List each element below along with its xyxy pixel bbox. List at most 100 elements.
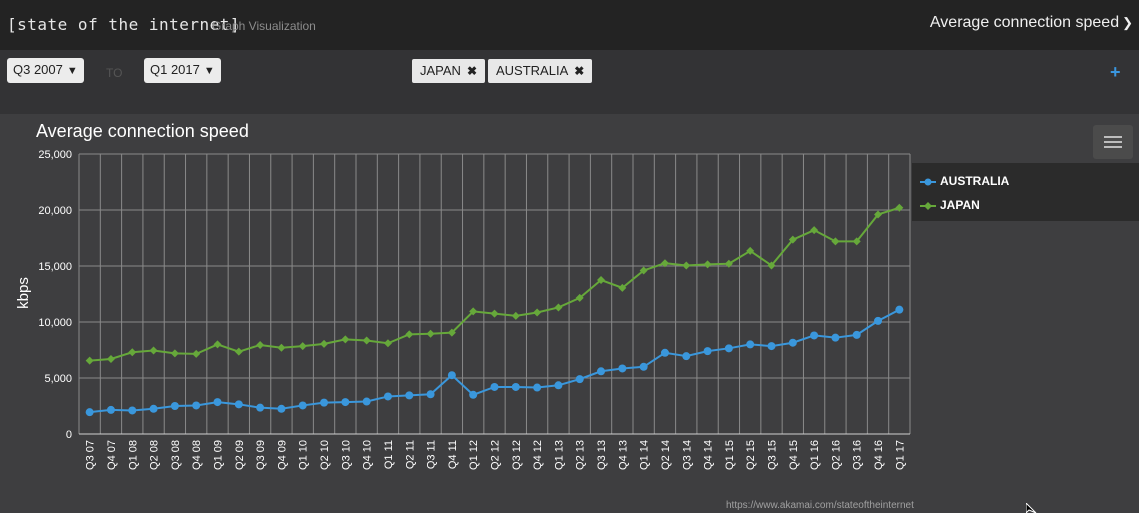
data-point-australia[interactable]: [298, 401, 307, 410]
data-point-japan[interactable]: [277, 343, 286, 352]
data-point-japan[interactable]: [447, 328, 456, 337]
legend-label: JAPAN: [940, 198, 980, 212]
data-point-japan[interactable]: [533, 308, 542, 317]
x-tick-label: Q1 16: [809, 440, 821, 470]
data-point-australia[interactable]: [405, 391, 414, 400]
data-point-australia[interactable]: [213, 398, 222, 407]
data-point-japan[interactable]: [767, 261, 776, 270]
x-tick-label: Q2 11: [404, 440, 416, 469]
data-point-australia[interactable]: [810, 331, 819, 340]
data-point-australia[interactable]: [575, 375, 584, 384]
data-point-australia[interactable]: [703, 347, 712, 356]
data-point-japan[interactable]: [128, 348, 137, 357]
data-point-japan[interactable]: [831, 237, 840, 246]
x-tick-label: Q4 08: [191, 440, 203, 470]
data-point-japan[interactable]: [682, 261, 691, 270]
data-point-japan[interactable]: [320, 339, 329, 348]
data-point-australia[interactable]: [682, 352, 691, 361]
data-point-japan[interactable]: [660, 259, 669, 268]
data-point-japan[interactable]: [362, 336, 371, 345]
data-point-australia[interactable]: [554, 381, 563, 390]
data-point-australia[interactable]: [469, 390, 478, 399]
y-tick-label: 0: [66, 429, 72, 441]
data-point-australia[interactable]: [170, 402, 179, 410]
data-point-australia[interactable]: [895, 305, 904, 314]
data-point-japan[interactable]: [469, 307, 478, 316]
close-icon[interactable]: ✖: [574, 64, 585, 78]
data-point-japan[interactable]: [170, 349, 179, 358]
from-period-select[interactable]: Q3 2007 ▼: [7, 58, 84, 83]
data-point-japan[interactable]: [575, 293, 584, 302]
plus-icon[interactable]: +: [1110, 62, 1121, 82]
data-point-japan[interactable]: [511, 311, 520, 320]
data-point-australia[interactable]: [490, 382, 499, 391]
data-point-australia[interactable]: [106, 405, 115, 414]
data-point-japan[interactable]: [895, 203, 904, 212]
data-point-australia[interactable]: [874, 316, 883, 325]
data-point-japan[interactable]: [724, 259, 733, 268]
data-point-australia[interactable]: [192, 401, 201, 410]
data-point-japan[interactable]: [810, 226, 819, 235]
data-point-japan[interactable]: [192, 349, 201, 358]
data-point-australia[interactable]: [511, 382, 520, 391]
data-point-australia[interactable]: [724, 344, 733, 353]
data-point-australia[interactable]: [660, 348, 669, 357]
data-point-australia[interactable]: [767, 342, 776, 351]
y-tick-label: 10,000: [38, 317, 72, 329]
data-point-japan[interactable]: [618, 283, 627, 292]
data-point-australia[interactable]: [447, 371, 456, 380]
data-point-japan[interactable]: [341, 335, 350, 344]
data-point-japan[interactable]: [106, 354, 115, 363]
data-point-japan[interactable]: [405, 330, 414, 339]
data-point-australia[interactable]: [597, 367, 606, 376]
data-point-australia[interactable]: [234, 400, 243, 409]
data-point-australia[interactable]: [383, 392, 392, 401]
data-point-japan[interactable]: [234, 347, 243, 356]
data-point-japan[interactable]: [298, 342, 307, 351]
data-point-australia[interactable]: [256, 403, 265, 412]
data-point-japan[interactable]: [85, 356, 94, 365]
brand-logo[interactable]: [state of the internet]: [7, 15, 241, 34]
x-tick-label: Q2 09: [234, 440, 246, 470]
legend-item-australia[interactable]: AUSTRALIA: [920, 174, 1009, 192]
chart-menu-button[interactable]: [1093, 125, 1133, 159]
data-point-australia[interactable]: [320, 398, 329, 407]
data-point-australia[interactable]: [149, 404, 158, 413]
data-point-japan[interactable]: [746, 246, 755, 255]
data-point-australia[interactable]: [639, 362, 648, 371]
x-tick-label: Q4 12: [532, 440, 544, 470]
x-tick-label: Q4 07: [106, 440, 118, 470]
data-point-japan[interactable]: [703, 260, 712, 269]
data-point-japan[interactable]: [383, 339, 392, 348]
data-point-japan[interactable]: [426, 329, 435, 338]
tag-label: AUSTRALIA: [496, 63, 569, 78]
data-point-japan[interactable]: [213, 340, 222, 349]
data-point-australia[interactable]: [618, 364, 627, 373]
data-point-australia[interactable]: [533, 383, 542, 392]
source-link[interactable]: https://www.akamai.com/stateoftheinterne…: [726, 500, 914, 511]
data-point-japan[interactable]: [639, 266, 648, 275]
data-point-australia[interactable]: [426, 390, 435, 399]
data-point-japan[interactable]: [256, 340, 265, 349]
data-point-japan[interactable]: [554, 303, 563, 312]
data-point-japan[interactable]: [874, 210, 883, 219]
data-point-australia[interactable]: [831, 333, 840, 342]
data-point-australia[interactable]: [852, 330, 861, 339]
data-point-japan[interactable]: [149, 346, 158, 355]
data-point-japan[interactable]: [852, 237, 861, 246]
data-point-australia[interactable]: [788, 338, 797, 347]
close-icon[interactable]: ✖: [466, 64, 477, 78]
to-period-select[interactable]: Q1 2017 ▼: [144, 58, 221, 83]
data-point-australia[interactable]: [85, 408, 94, 417]
data-point-australia[interactable]: [341, 398, 350, 407]
data-point-japan[interactable]: [597, 276, 606, 284]
data-point-australia[interactable]: [746, 340, 755, 349]
data-point-japan[interactable]: [788, 235, 797, 244]
metric-dropdown[interactable]: Average connection speed ❯: [930, 14, 1133, 32]
data-point-australia[interactable]: [362, 397, 371, 406]
data-point-australia[interactable]: [277, 404, 286, 413]
data-point-australia[interactable]: [128, 406, 137, 415]
legend-item-japan[interactable]: JAPAN: [920, 198, 980, 216]
x-tick-label: Q3 15: [767, 440, 779, 470]
data-point-japan[interactable]: [490, 309, 499, 318]
